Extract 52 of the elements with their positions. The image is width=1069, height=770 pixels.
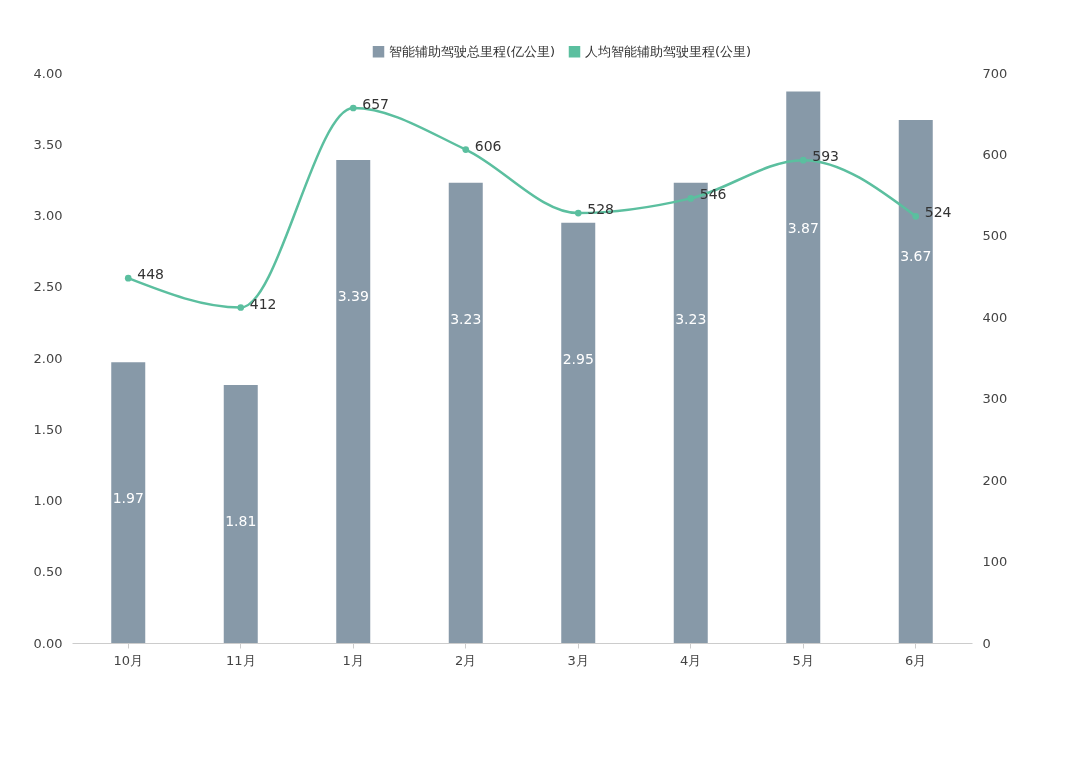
y2-tick-label: 300 [982, 391, 1008, 407]
legend-label: 智能辅助驾驶总里程(亿公里) [389, 43, 556, 59]
data-label: 412 [249, 295, 277, 312]
y2-tick-label: 0 [982, 635, 991, 651]
x-tick-label: 1月 [342, 652, 364, 668]
y-tick-label: 2.00 [33, 350, 63, 366]
point [799, 156, 807, 164]
x-tick-label: 2月 [455, 652, 477, 668]
y2-tick-label: 500 [982, 228, 1008, 244]
bar [111, 362, 146, 643]
point [462, 146, 470, 153]
point [237, 304, 245, 311]
bar [561, 222, 596, 643]
y-tick-label: 2.50 [33, 279, 63, 295]
data-label: 3.23 [675, 310, 707, 327]
y2-tick-label: 200 [982, 472, 1008, 488]
data-label: 3.23 [450, 310, 482, 327]
bar [223, 385, 258, 643]
point [574, 209, 582, 217]
x-tick-label: 10月 [113, 652, 144, 668]
point [687, 195, 695, 202]
bar [336, 159, 371, 643]
y-tick-label: 4.00 [33, 65, 63, 81]
y-tick-label: 0.00 [33, 635, 63, 651]
y-tick-label: 3.00 [33, 208, 63, 223]
y2-tick-label: 700 [982, 65, 1008, 81]
y-tick-label: 1.50 [33, 421, 63, 437]
x-tick-label: 5月 [792, 652, 814, 668]
bar [448, 182, 483, 643]
y2-tick-label: 100 [982, 554, 1008, 570]
x-tick-label: 11月 [225, 652, 256, 668]
data-label: 3.87 [787, 219, 819, 236]
legend-label: 人均智能辅助驾驶里程(公里) [585, 43, 752, 59]
data-label: 2.95 [562, 350, 594, 367]
y-tick-label: 1.00 [33, 493, 63, 508]
point [912, 212, 920, 220]
data-label: 1.81 [225, 513, 257, 530]
data-label: 606 [474, 137, 502, 154]
y2-tick-label: 400 [982, 309, 1008, 325]
x-tick-label: 3月 [567, 652, 589, 668]
y-tick-label: 3.50 [33, 136, 63, 152]
data-label: 448 [137, 266, 164, 283]
data-label: 3.39 [337, 287, 369, 304]
y2-tick-label: 600 [982, 146, 1008, 162]
x-tick-label: 6月 [905, 652, 927, 668]
data-label: 657 [362, 96, 389, 113]
data-label: 1.97 [112, 490, 144, 507]
data-label: 3.67 [900, 248, 932, 265]
y-tick-label: 0.50 [33, 564, 63, 580]
point [124, 274, 132, 282]
x-tick-label: 4月 [680, 652, 702, 668]
point [349, 104, 357, 112]
